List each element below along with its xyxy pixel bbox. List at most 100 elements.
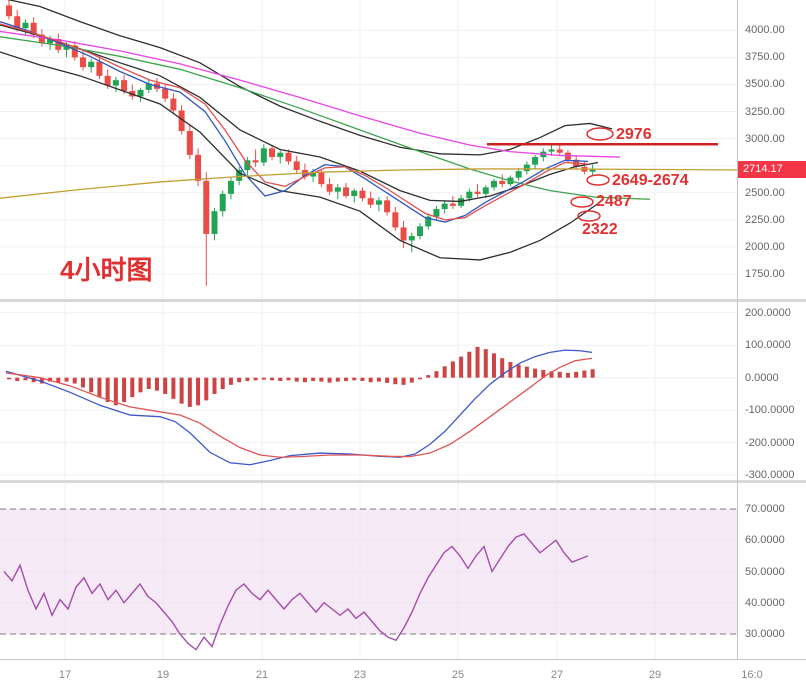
candle-body [170, 98, 177, 111]
macd-histogram-bar [270, 377, 275, 381]
macd-histogram-bar [80, 377, 85, 388]
annotation-ellipse[interactable] [586, 127, 614, 141]
time-axis[interactable]: 17 19 21 23 25 27 29 16:0 [0, 660, 806, 692]
macd-histogram-bar [154, 377, 159, 391]
annotation-ellipse[interactable] [577, 210, 601, 222]
macd-histogram-bar [319, 377, 324, 382]
price-axis-label: 2000.00 [745, 240, 785, 253]
candle-body [425, 216, 432, 227]
candle-body [22, 22, 29, 29]
macd-histogram-bar [187, 377, 192, 407]
price-axis-label: 3000.00 [745, 132, 785, 145]
candle-body [433, 209, 440, 217]
candle-body [219, 193, 226, 212]
candle-body [96, 61, 103, 76]
candle-body [375, 200, 382, 205]
macd-histogram-bar [130, 377, 135, 398]
annotation-ellipse[interactable] [570, 196, 594, 208]
signal-line [5, 357, 593, 458]
rsi-axis-label: 50.0000 [745, 565, 785, 578]
macd-histogram-bar [459, 356, 464, 378]
time-axis-label: 27 [550, 669, 564, 681]
candle-body [548, 149, 555, 152]
timeframe-annotation[interactable]: 4小时图 [60, 255, 153, 285]
macd-histogram-bar [565, 372, 570, 378]
oscillator-series [3, 533, 589, 651]
panel-separator-price-macd[interactable] [0, 299, 806, 302]
candle-body [178, 110, 185, 132]
panel-separator-macd-rsi[interactable] [0, 480, 806, 483]
macd-histogram-bar [64, 377, 69, 382]
macd-axis-label: 0.0000 [745, 371, 779, 384]
macd-histogram-bar [582, 370, 587, 378]
macd-histogram-bar [302, 377, 307, 383]
macd-histogram-bar [434, 371, 439, 378]
candle-body [326, 184, 333, 192]
price-axis-label: 2250.00 [745, 213, 785, 226]
time-axis-label: 23 [353, 669, 367, 681]
macd-histogram-bar [171, 377, 176, 399]
candle-body [417, 226, 423, 237]
candle-body [112, 80, 119, 86]
ma-blue-line [0, 21, 589, 223]
annotation-support-2487[interactable]: 2487 [596, 193, 632, 210]
candle-body [269, 148, 276, 158]
macd-histogram-bar [89, 377, 94, 393]
candle-body [359, 190, 366, 199]
macd-histogram-bar [97, 377, 102, 398]
macd-histogram-bar [442, 366, 447, 378]
candle-body [523, 164, 530, 172]
candle-body [104, 75, 111, 86]
candle-body [47, 38, 54, 44]
price-axis-label: 4000.00 [745, 24, 785, 37]
macd-histogram-bar [516, 364, 521, 378]
annotation-support-2322[interactable]: 2322 [582, 221, 618, 238]
ma-magenta-line [0, 30, 621, 158]
candle-body [556, 149, 563, 153]
candle-body [203, 180, 210, 234]
annotation-ellipse[interactable] [586, 174, 610, 186]
candle-body [277, 152, 284, 158]
price-axis-label: 1750.00 [745, 268, 785, 280]
candle-body [515, 171, 522, 178]
macd-histogram-bar [335, 377, 340, 382]
rsi-axis-label: 30.0000 [745, 628, 785, 640]
macd-histogram-bar [467, 351, 472, 378]
price-series [0, 0, 737, 286]
candle-body [474, 191, 481, 194]
time-axis-label: 19 [156, 669, 170, 681]
rsi-axis-label: 60.0000 [745, 534, 785, 547]
candle-body [145, 83, 152, 90]
macd-histogram-bar [220, 377, 225, 390]
candle-body [260, 148, 267, 163]
macd-histogram-bar [286, 377, 291, 381]
candle-body [449, 203, 456, 206]
macd-histogram-bar [212, 377, 217, 394]
annotation-resistance-2976[interactable]: 2976 [616, 126, 652, 143]
time-axis-label: 25 [451, 669, 465, 681]
annotation-zone-2649-2674[interactable]: 2649-2674 [612, 172, 689, 189]
candle-body [384, 200, 391, 213]
macd-histogram-bar [418, 377, 422, 380]
macd-histogram-bar [533, 368, 538, 378]
macd-histogram-bar [204, 377, 209, 401]
macd-histogram-bar [39, 377, 44, 384]
rsi-axis[interactable]: 70.0000 60.0000 50.0000 40.0000 30.0000 [738, 484, 806, 659]
ma-green-line [0, 36, 651, 200]
candle-body [88, 61, 95, 68]
candle-body [162, 88, 169, 99]
rsi-axis-label: 70.0000 [745, 503, 785, 515]
macd-histogram-bar [261, 377, 266, 380]
price-axis-label: 3750.00 [745, 51, 785, 64]
candle-body [490, 180, 497, 188]
macd-histogram-bar [311, 377, 316, 381]
macd-histogram-bar [557, 371, 562, 378]
price-axis[interactable]: 4000.003750.003500.003250.003000.002750.… [738, 0, 806, 300]
boll-lower-line [0, 51, 599, 261]
macd-histogram-bar [105, 377, 110, 403]
price-axis-label: 3500.00 [745, 78, 785, 91]
candle-body [227, 180, 234, 194]
macd-axis[interactable]: 200.0000 100.0000 0.0000 -100.0000 -200.0000… [738, 303, 806, 481]
